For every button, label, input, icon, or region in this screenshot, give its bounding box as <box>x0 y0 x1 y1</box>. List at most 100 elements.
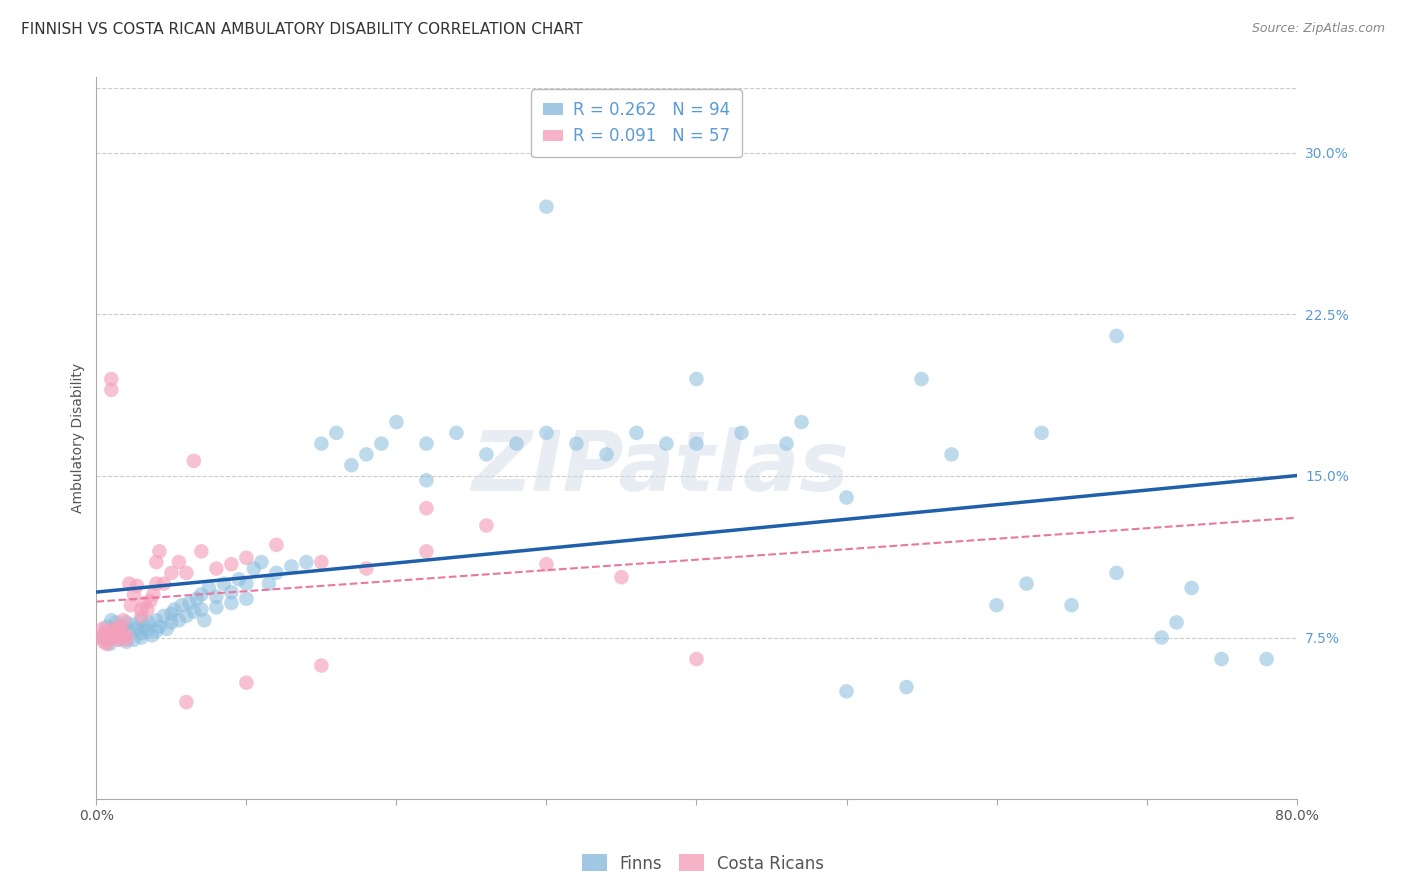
Text: FINNISH VS COSTA RICAN AMBULATORY DISABILITY CORRELATION CHART: FINNISH VS COSTA RICAN AMBULATORY DISABI… <box>21 22 582 37</box>
Point <box>145 555 167 569</box>
Point <box>910 372 932 386</box>
Point <box>446 425 468 440</box>
Point <box>730 425 752 440</box>
Point <box>91 622 114 636</box>
Point <box>170 598 193 612</box>
Point <box>160 566 183 580</box>
Text: Source: ZipAtlas.com: Source: ZipAtlas.com <box>1251 22 1385 36</box>
Point <box>415 544 437 558</box>
Point <box>118 576 141 591</box>
Point <box>311 436 333 450</box>
Point <box>105 622 128 636</box>
Point <box>475 447 498 461</box>
Point <box>685 652 707 666</box>
Point <box>536 200 558 214</box>
Point <box>142 587 165 601</box>
Point <box>108 624 131 638</box>
Point <box>565 436 588 450</box>
Point <box>120 598 142 612</box>
Point <box>131 613 153 627</box>
Point <box>176 695 198 709</box>
Point <box>183 454 205 468</box>
Point <box>131 626 153 640</box>
Point <box>122 617 145 632</box>
Legend: R = 0.262   N = 94, R = 0.091   N = 57: R = 0.262 N = 94, R = 0.091 N = 57 <box>531 89 742 157</box>
Text: ZIPatlas: ZIPatlas <box>471 426 849 508</box>
Point <box>131 602 153 616</box>
Point <box>131 631 153 645</box>
Point <box>145 624 167 638</box>
Point <box>111 620 134 634</box>
Point <box>115 632 138 647</box>
Legend: Finns, Costa Ricans: Finns, Costa Ricans <box>575 847 831 880</box>
Point <box>1166 615 1188 630</box>
Point <box>1150 631 1173 645</box>
Point <box>153 576 176 591</box>
Point <box>835 684 858 698</box>
Point <box>311 555 333 569</box>
Point <box>138 615 160 630</box>
Point <box>176 566 198 580</box>
Point <box>148 620 170 634</box>
Point <box>266 538 288 552</box>
Point <box>148 544 170 558</box>
Point <box>190 587 212 601</box>
Point <box>122 587 145 601</box>
Point <box>1060 598 1083 612</box>
Point <box>356 561 378 575</box>
Point <box>212 576 235 591</box>
Point <box>385 415 408 429</box>
Point <box>655 436 678 450</box>
Point <box>183 605 205 619</box>
Point <box>103 622 125 636</box>
Point <box>415 436 437 450</box>
Point <box>163 602 186 616</box>
Point <box>896 680 918 694</box>
Point <box>775 436 797 450</box>
Point <box>100 383 122 397</box>
Point <box>536 425 558 440</box>
Point <box>190 544 212 558</box>
Point <box>221 596 243 610</box>
Point <box>139 594 162 608</box>
Point <box>104 631 127 645</box>
Point <box>93 635 115 649</box>
Point <box>595 447 617 461</box>
Point <box>104 615 127 630</box>
Point <box>98 637 121 651</box>
Point <box>145 576 167 591</box>
Point <box>235 675 257 690</box>
Point <box>108 624 131 638</box>
Point <box>112 628 135 642</box>
Point <box>136 624 159 638</box>
Point <box>136 602 159 616</box>
Point <box>156 622 179 636</box>
Point <box>685 436 707 450</box>
Point <box>108 632 131 647</box>
Point <box>205 561 228 575</box>
Point <box>1031 425 1053 440</box>
Point <box>103 624 125 638</box>
Point <box>100 372 122 386</box>
Point <box>1181 581 1204 595</box>
Point <box>186 591 208 606</box>
Point <box>205 590 228 604</box>
Point <box>100 628 122 642</box>
Point <box>685 372 707 386</box>
Point <box>96 620 118 634</box>
Point <box>228 572 250 586</box>
Point <box>90 631 112 645</box>
Point <box>295 555 318 569</box>
Point <box>193 613 215 627</box>
Point <box>190 602 212 616</box>
Point <box>835 491 858 505</box>
Point <box>179 596 201 610</box>
Point <box>1105 566 1128 580</box>
Point <box>176 609 198 624</box>
Point <box>986 598 1008 612</box>
Point <box>198 581 221 595</box>
Point <box>96 628 118 642</box>
Point <box>153 609 176 624</box>
Point <box>115 615 138 630</box>
Point <box>101 622 124 636</box>
